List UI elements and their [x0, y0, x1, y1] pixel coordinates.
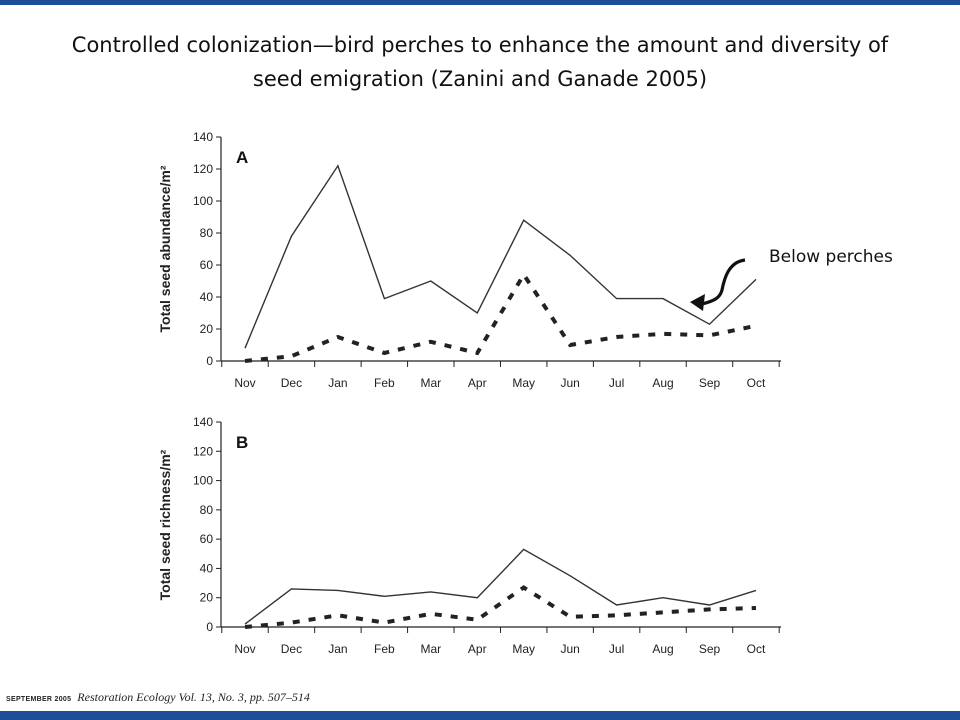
y-tick-label: 60: [200, 532, 214, 546]
y-tick-label: 80: [200, 226, 214, 240]
y-tick-label: 40: [200, 290, 214, 304]
x-tick-label: Aug: [652, 642, 673, 656]
y-tick-label: 100: [193, 474, 213, 488]
callout-arrow-line: [701, 258, 746, 306]
x-tick-label: Sep: [699, 376, 721, 390]
x-tick-label: Mar: [420, 376, 441, 390]
panel-b-chart: 0 20 40 60 80 100 120 140 Nov Dec Jan Feb Mar Apr May J…: [157, 415, 781, 656]
callout-label: Below perches: [769, 247, 893, 267]
series-line-dashed: [244, 585, 757, 629]
x-tick-label: Jul: [609, 376, 624, 390]
y-axis-title: Total seed richness/m²: [157, 449, 173, 600]
y-tick-label: 120: [193, 444, 213, 458]
x-tick-label: Oct: [747, 376, 766, 390]
x-tick-label: Mar: [420, 642, 441, 656]
x-tick-label: May: [512, 642, 535, 656]
y-tick-label: 20: [200, 322, 214, 336]
y-tick-label: 0: [206, 620, 213, 634]
x-tick-label: Feb: [374, 376, 395, 390]
series-line-dashed: [244, 270, 757, 363]
x-tick-label: Jun: [560, 642, 579, 656]
x-tick-label: Oct: [747, 642, 766, 656]
y-tick-label: 120: [193, 162, 213, 176]
x-tick-label: Apr: [468, 376, 487, 390]
panel-letter: A: [236, 148, 248, 167]
x-tick-label: Aug: [652, 376, 673, 390]
y-tick-label: 80: [200, 503, 214, 517]
x-tick-label: Dec: [281, 376, 302, 390]
x-tick-label: May: [512, 376, 535, 390]
x-tick-label: Nov: [234, 642, 255, 656]
y-tick-label: 40: [200, 561, 214, 575]
y-tick-label: 140: [193, 415, 213, 429]
slide-title: Controlled colonization—bird perches to …: [0, 28, 960, 96]
series-line-solid: [244, 548, 757, 625]
x-tick-label: Dec: [281, 642, 302, 656]
y-tick-label: 20: [200, 591, 214, 605]
footer-month: SEPTEMBER 2005: [6, 696, 72, 703]
y-tick-label: 100: [193, 194, 213, 208]
panel-letter: B: [236, 433, 248, 452]
series-line-solid: [244, 164, 757, 349]
x-tick-label: Jul: [609, 642, 624, 656]
y-tick-label: 140: [193, 130, 213, 144]
x-tick-label: Jan: [328, 642, 347, 656]
x-tick-label: Nov: [234, 376, 255, 390]
x-tick-label: Apr: [468, 642, 487, 656]
panel-a-chart: 0 20 40 60 80 100 120 140 Nov Dec Jan Feb Mar Apr May J…: [157, 130, 781, 390]
bottom-accent-bar: [0, 711, 960, 720]
callout-arrow-head: [690, 294, 705, 311]
footer-citation: SEPTEMBER 2005 Restoration Ecology Vol. 1…: [6, 690, 310, 705]
x-tick-label: Feb: [374, 642, 395, 656]
y-tick-label: 0: [206, 354, 213, 368]
slide-title-line-1: Controlled colonization—bird perches to …: [71, 33, 889, 57]
x-tick-label: Sep: [699, 642, 721, 656]
callout: Below perches: [690, 247, 893, 311]
x-tick-label: Jun: [560, 376, 579, 390]
top-accent-bar: [0, 0, 960, 5]
x-tick-label: Jan: [328, 376, 347, 390]
footer-journal: Restoration Ecology Vol. 13, No. 3, pp. …: [77, 690, 310, 704]
y-tick-label: 60: [200, 258, 214, 272]
slide-title-line-2: seed emigration (Zanini and Ganade 2005): [252, 67, 708, 91]
y-axis-title: Total seed abundance/m²: [157, 165, 173, 332]
